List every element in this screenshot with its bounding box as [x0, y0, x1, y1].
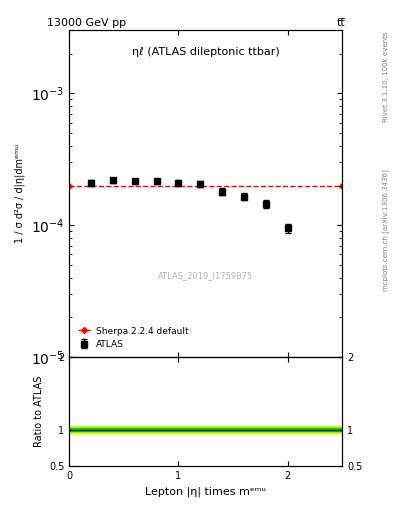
Y-axis label: Ratio to ATLAS: Ratio to ATLAS [34, 376, 44, 447]
Text: Rivet 3.1.10, 100k events: Rivet 3.1.10, 100k events [383, 32, 389, 122]
Text: ATLAS_2019_I1759875: ATLAS_2019_I1759875 [158, 271, 253, 280]
Text: ηℓ (ATLAS dileptonic ttbar): ηℓ (ATLAS dileptonic ttbar) [132, 47, 279, 57]
Text: tt̅: tt̅ [337, 18, 346, 28]
Text: mcplots.cern.ch [arXiv:1306.3436]: mcplots.cern.ch [arXiv:1306.3436] [382, 169, 389, 291]
X-axis label: Lepton |η| times mᵉᵐᵘ: Lepton |η| times mᵉᵐᵘ [145, 486, 266, 497]
Y-axis label: 1 / σ d²σ / d|η|dmᵉᵐᵘ: 1 / σ d²σ / d|η|dmᵉᵐᵘ [15, 144, 26, 243]
Legend: Sherpa 2.2.4 default, ATLAS: Sherpa 2.2.4 default, ATLAS [74, 323, 192, 353]
Text: 13000 GeV pp: 13000 GeV pp [47, 18, 126, 28]
